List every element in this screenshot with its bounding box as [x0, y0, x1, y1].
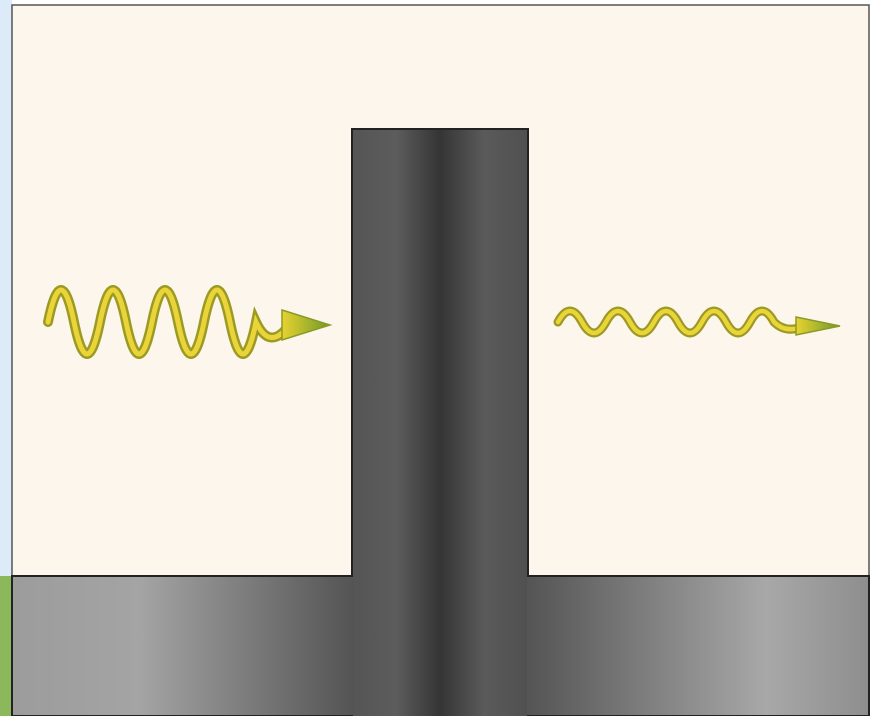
wave [45, 287, 293, 357]
arrowhead [281, 308, 333, 342]
side-strip-blue [0, 0, 12, 576]
barrier-outline [351, 128, 529, 576]
incident-wave [43, 285, 333, 359]
barrier [353, 130, 527, 716]
side-strip-green [0, 576, 12, 716]
wave [555, 308, 807, 336]
transmitted-wave [553, 306, 841, 338]
arrowhead [795, 316, 841, 336]
